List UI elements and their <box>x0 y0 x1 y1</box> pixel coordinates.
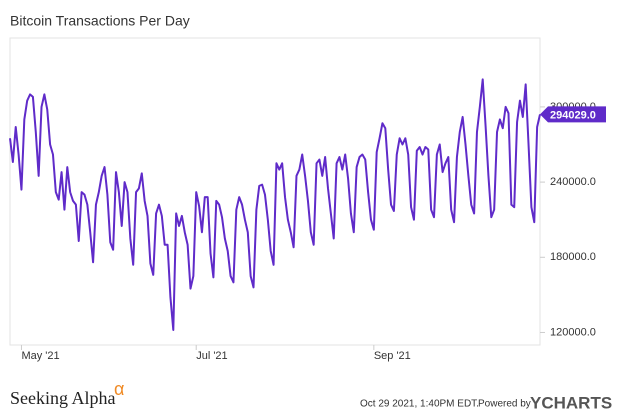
end-value-tag <box>540 106 606 123</box>
series-line <box>9 78 541 331</box>
provider: YCHARTS <box>530 393 612 412</box>
plot-frame <box>9 37 541 346</box>
end-value-label: 294029.0 <box>550 109 596 121</box>
x-tick-label: Jul '21 <box>196 350 227 362</box>
y-tick-label: 180000.0 <box>550 251 596 263</box>
timestamp: Oct 29 2021, 1:40PM EDT. <box>360 399 479 410</box>
powered-by: Powered by <box>478 399 531 410</box>
y-tick-label: 120000.0 <box>550 326 596 338</box>
x-tick-label: Sep '21 <box>374 350 411 362</box>
brand-symbol: α <box>114 379 124 399</box>
chart-title: Bitcoin Transactions Per Day <box>10 13 190 29</box>
x-tick-label: May '21 <box>21 350 59 362</box>
y-tick-label: 240000.0 <box>550 176 596 188</box>
brand: Seeking Alpha <box>10 388 116 408</box>
